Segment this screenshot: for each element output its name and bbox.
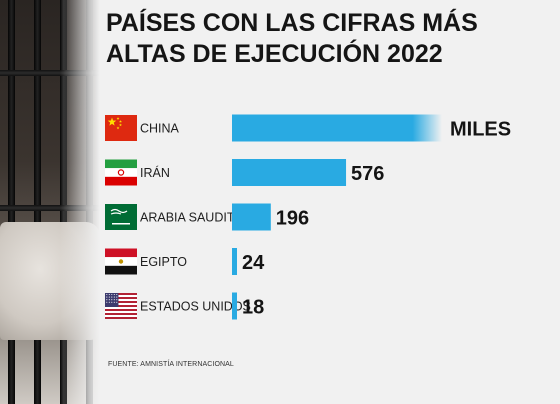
chart-row: EGIPTO 24	[105, 248, 265, 275]
bar	[232, 159, 347, 186]
chart-row: CHINA MILES	[105, 114, 511, 142]
value-label: 196	[276, 208, 309, 230]
category-label: EGIPTO	[140, 255, 187, 269]
cell-bar	[8, 0, 15, 404]
chart-row: ARABIA SAUDITA 196	[105, 203, 309, 231]
iran-flag-icon	[105, 159, 137, 186]
photo-fade	[60, 0, 100, 404]
bar	[232, 203, 271, 231]
source-note: FUENTE: AMNISTÍA INTERNACIONAL	[108, 361, 234, 368]
cell-bar	[34, 0, 41, 404]
category-label: IRÁN	[140, 165, 170, 180]
value-label: 18	[242, 297, 264, 319]
china-flag-icon	[105, 115, 137, 141]
bar	[232, 114, 442, 142]
category-label: ESTADOS UNIDOS	[140, 300, 251, 314]
bar	[232, 292, 237, 320]
chart-title: PAÍSES CON LAS CIFRAS MÁS ALTAS DE EJECU…	[106, 9, 478, 68]
cell-rail	[0, 70, 100, 76]
saudi-arabia-flag-icon	[105, 204, 137, 230]
chart-rows: CHINA MILES IRÁN 576 ARABIA SAUDITA 196 EGIPTO…	[105, 114, 511, 320]
category-label: ARABIA SAUDITA	[140, 211, 243, 225]
chart-row: IRÁN 576	[105, 159, 384, 186]
value-label: 24	[242, 252, 265, 274]
egypt-flag-icon	[105, 248, 137, 275]
value-label: 576	[351, 163, 384, 185]
bar	[232, 248, 237, 275]
value-label: MILES	[450, 119, 511, 141]
cell-rail	[0, 205, 100, 211]
prison-cell-photo	[0, 0, 100, 404]
category-label: CHINA	[140, 122, 180, 136]
usa-flag-icon	[105, 293, 137, 319]
